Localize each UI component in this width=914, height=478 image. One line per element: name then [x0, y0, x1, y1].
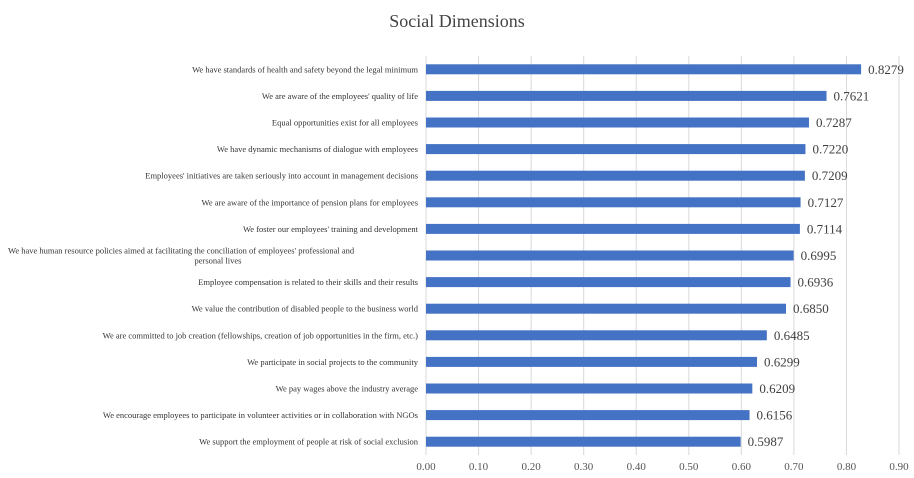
x-tick-label: 0.90 — [889, 461, 909, 473]
bar — [426, 170, 805, 181]
data-label: 0.6156 — [757, 408, 793, 423]
data-label: 0.7127 — [808, 195, 844, 210]
bars — [426, 64, 862, 447]
bar — [426, 330, 767, 341]
data-label: 0.6936 — [798, 275, 834, 290]
x-tick-label: 0.70 — [784, 461, 804, 473]
data-label: 0.6485 — [774, 328, 810, 343]
category-label: We value the contribution of disabled pe… — [192, 304, 419, 314]
data-label: 0.7220 — [812, 142, 848, 157]
bar — [426, 90, 827, 101]
bar — [426, 64, 862, 75]
bar — [426, 144, 806, 155]
bar — [426, 223, 800, 234]
data-label: 0.7114 — [807, 221, 843, 236]
x-tick-label: 0.30 — [574, 461, 594, 473]
category-label: We have dynamic mechanisms of dialogue w… — [217, 144, 418, 154]
category-label: We participate in social projects to the… — [247, 357, 419, 367]
bar — [426, 436, 741, 447]
category-label: personal lives — [195, 256, 242, 266]
data-label: 0.7287 — [816, 115, 852, 130]
bar — [426, 383, 753, 394]
category-label: We encourage employees to participate in… — [103, 410, 418, 420]
category-label: We are aware of the employees' quality o… — [262, 91, 418, 101]
x-tick-label: 0.00 — [416, 461, 436, 473]
category-label: We foster our employees' training and de… — [243, 224, 419, 234]
x-tick-label: 0.50 — [679, 461, 699, 473]
chart-title: Social Dimensions — [389, 11, 525, 31]
x-tick-label: 0.10 — [469, 461, 489, 473]
data-label: 0.6209 — [759, 381, 795, 396]
data-label: 0.6299 — [764, 354, 800, 369]
data-label: 0.6850 — [793, 301, 829, 316]
bar — [426, 197, 801, 208]
data-labels: 0.8279 0.7621 0.7287 0.7220 0.7209 0.7127 0.71… — [748, 62, 904, 449]
category-label: We pay wages above the industry average — [276, 384, 419, 394]
x-tick-label: 0.20 — [521, 461, 541, 473]
category-label: Employees' initiatives are taken serious… — [145, 171, 418, 181]
category-label: Employee compensation is related to thei… — [198, 277, 418, 287]
data-label: 0.7209 — [812, 168, 848, 183]
category-label: We are aware of the importance of pensio… — [202, 197, 418, 207]
category-label: Equal opportunities exist for all employ… — [272, 118, 418, 128]
category-labels: We have standards of health and safety b… — [8, 64, 419, 446]
data-label: 0.8279 — [868, 62, 904, 77]
data-label: 0.6995 — [801, 248, 837, 263]
bar — [426, 303, 787, 314]
x-tick-label: 0.80 — [837, 461, 857, 473]
category-label: We have standards of health and safety b… — [192, 64, 418, 74]
bar — [426, 277, 791, 288]
category-label: We have human resource policies aimed at… — [8, 246, 355, 256]
bar — [426, 356, 758, 367]
x-tick-label: 0.40 — [627, 461, 647, 473]
data-label: 0.7621 — [834, 88, 870, 103]
bar — [426, 410, 750, 421]
bar — [426, 250, 794, 261]
data-label: 0.5987 — [748, 434, 784, 449]
category-label: We are committed to job creation (fellow… — [103, 330, 419, 340]
x-tick-label: 0.60 — [732, 461, 752, 473]
category-label: We support the employment of people at r… — [199, 437, 419, 447]
bar — [426, 117, 809, 128]
x-axis-ticks: 0.00 0.10 0.20 0.30 0.40 0.50 0.60 0.70 0.80 0.90 — [416, 461, 909, 473]
